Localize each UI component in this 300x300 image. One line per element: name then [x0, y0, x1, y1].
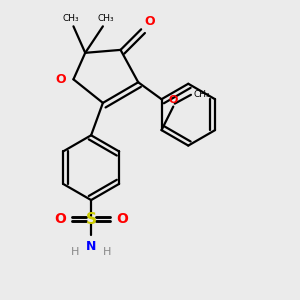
Text: S: S: [85, 212, 97, 227]
Text: CH₃: CH₃: [98, 14, 114, 23]
Text: CH₃: CH₃: [62, 14, 79, 23]
Text: O: O: [116, 212, 128, 226]
Text: O: O: [54, 212, 66, 226]
Text: N: N: [86, 240, 96, 253]
Text: O: O: [144, 15, 155, 28]
Text: H: H: [71, 247, 79, 257]
Text: O: O: [56, 73, 66, 86]
Text: O: O: [169, 95, 178, 105]
Text: H: H: [103, 247, 111, 257]
Text: CH₃: CH₃: [194, 90, 211, 99]
